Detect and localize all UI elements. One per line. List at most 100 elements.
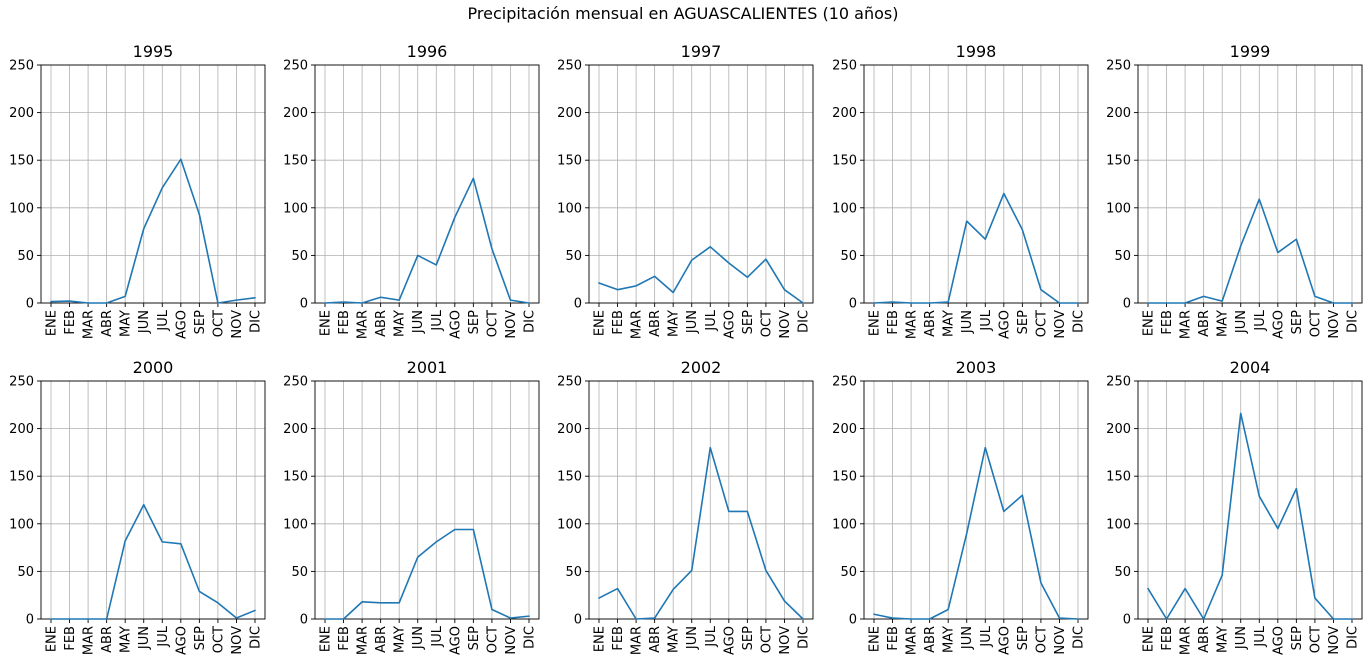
x-tick-label: ENE xyxy=(868,310,883,336)
x-tick-label: MAY xyxy=(942,310,957,337)
subplot-2001: 0 50 100 150 200 250 ENE FEB MAR ABR MAY JUN JUL AGO S… xyxy=(283,358,540,655)
x-tick-label: ABR xyxy=(100,310,115,337)
y-tick-label: 150 xyxy=(9,470,34,485)
x-tick-label: MAY xyxy=(393,626,408,653)
y-tick-label: 150 xyxy=(283,154,308,169)
y-tick-label: 100 xyxy=(283,517,308,532)
x-tick-label: MAR xyxy=(1179,310,1194,339)
y-tick-label: 50 xyxy=(291,249,308,264)
y-tick-label: 200 xyxy=(557,106,582,121)
precipitation-line-1997 xyxy=(598,246,804,304)
subplot-1998: 0 50 100 150 200 250 ENE FEB MAR ABR MAY JUN JUL AGO S… xyxy=(832,42,1089,339)
axes-frame xyxy=(314,64,540,304)
precipitation-line-1996 xyxy=(324,177,530,304)
y-tick-label: 50 xyxy=(565,249,582,264)
y-tick-label: 200 xyxy=(9,106,34,121)
precipitation-line-2003 xyxy=(873,446,1079,620)
y-tick-label: 100 xyxy=(9,201,34,216)
y-tick-label: 250 xyxy=(832,375,857,390)
x-tick-label: FEB xyxy=(337,626,352,651)
x-tick-label: ABR xyxy=(923,310,938,337)
x-tick-label: FEB xyxy=(1160,626,1175,651)
y-tick-label: 250 xyxy=(557,59,582,74)
y-tick-label: 250 xyxy=(832,59,857,74)
x-tick-label: JUL xyxy=(1253,309,1268,331)
subplot-title: 1998 xyxy=(956,42,997,61)
x-tick-label: SEP xyxy=(467,310,482,334)
y-tick-label: 0 xyxy=(26,613,34,628)
x-tick-label: SEP xyxy=(1290,310,1305,334)
subplot-title: 2004 xyxy=(1230,358,1271,377)
axes-frame xyxy=(314,380,540,620)
y-tick-label: 200 xyxy=(1106,422,1131,437)
axes-frame xyxy=(40,380,266,620)
x-tick-label: MAY xyxy=(119,626,134,653)
x-tick-label: MAY xyxy=(119,310,134,337)
subplot-title: 2001 xyxy=(407,358,448,377)
x-tick-label: MAY xyxy=(667,626,682,653)
subplot-1999: 0 50 100 150 200 250 ENE FEB MAR ABR MAY JUN JUL AGO S… xyxy=(1106,42,1363,339)
y-tick-label: 100 xyxy=(832,517,857,532)
x-tick-label: NOV xyxy=(1053,310,1068,339)
x-tick-label: ENE xyxy=(1142,626,1157,652)
axes-frame xyxy=(588,380,814,620)
x-tick-label: FEB xyxy=(337,310,352,335)
x-tick-label: JUL xyxy=(1253,625,1268,647)
x-tick-label: JUL xyxy=(430,309,445,331)
x-tick-label: OCT xyxy=(211,310,226,337)
y-tick-label: 250 xyxy=(9,59,34,74)
x-tick-label: FEB xyxy=(63,626,78,651)
x-tick-label: AGO xyxy=(722,310,737,339)
x-tick-label: MAY xyxy=(1216,310,1231,337)
x-tick-label: AGO xyxy=(997,626,1012,655)
x-tick-label: OCT xyxy=(759,626,774,653)
x-tick-label: NOV xyxy=(504,310,519,339)
y-tick-label: 250 xyxy=(283,375,308,390)
x-tick-label: MAR xyxy=(82,626,97,655)
y-tick-label: 150 xyxy=(1106,154,1131,169)
x-tick-label: MAY xyxy=(1216,626,1231,653)
x-tick-label: JUN xyxy=(411,626,426,650)
subplot-2002: 0 50 100 150 200 250 ENE FEB MAR ABR MAY JUN JUL AGO S… xyxy=(557,358,814,655)
x-tick-label: NOV xyxy=(504,626,519,655)
x-tick-label: JUL xyxy=(156,309,171,331)
y-tick-label: 50 xyxy=(565,565,582,580)
x-tick-label: OCT xyxy=(1308,310,1323,337)
x-tick-label: MAR xyxy=(630,310,645,339)
y-tick-label: 200 xyxy=(557,422,582,437)
x-tick-label: MAY xyxy=(942,626,957,653)
y-tick-label: 250 xyxy=(557,375,582,390)
x-tick-label: ABR xyxy=(648,310,663,337)
x-tick-label: DIC xyxy=(1072,310,1087,333)
y-tick-label: 0 xyxy=(574,613,582,628)
x-tick-label: AGO xyxy=(1271,626,1286,655)
x-tick-label: AGO xyxy=(448,310,463,339)
x-tick-label: AGO xyxy=(174,626,189,655)
x-tick-label: AGO xyxy=(1271,310,1286,339)
x-tick-label: SEP xyxy=(741,626,756,650)
x-tick-label: JUL xyxy=(156,625,171,647)
y-tick-label: 150 xyxy=(1106,470,1131,485)
x-tick-label: MAR xyxy=(905,310,920,339)
x-tick-label: MAR xyxy=(356,310,371,339)
x-tick-label: JUN xyxy=(960,626,975,650)
x-tick-label: OCT xyxy=(485,626,500,653)
y-tick-label: 0 xyxy=(300,297,308,312)
x-tick-label: NOV xyxy=(1327,626,1342,655)
y-tick-label: 100 xyxy=(832,201,857,216)
x-tick-label: NOV xyxy=(1053,626,1068,655)
x-tick-label: ENE xyxy=(45,626,60,652)
subplot-2000: 0 50 100 150 200 250 ENE FEB MAR ABR MAY JUN JUL AGO S… xyxy=(9,358,266,655)
x-tick-label: AGO xyxy=(448,626,463,655)
x-tick-label: DIC xyxy=(523,310,538,333)
x-tick-label: OCT xyxy=(759,310,774,337)
x-tick-label: OCT xyxy=(1034,310,1049,337)
y-tick-label: 150 xyxy=(9,154,34,169)
y-tick-label: 0 xyxy=(849,613,857,628)
x-tick-label: JUL xyxy=(704,309,719,331)
x-tick-label: ABR xyxy=(374,626,389,653)
y-tick-label: 50 xyxy=(840,565,857,580)
subplot-2004: 0 50 100 150 200 250 ENE FEB MAR ABR MAY JUN JUL AGO S… xyxy=(1106,358,1363,655)
y-tick-label: 100 xyxy=(283,201,308,216)
